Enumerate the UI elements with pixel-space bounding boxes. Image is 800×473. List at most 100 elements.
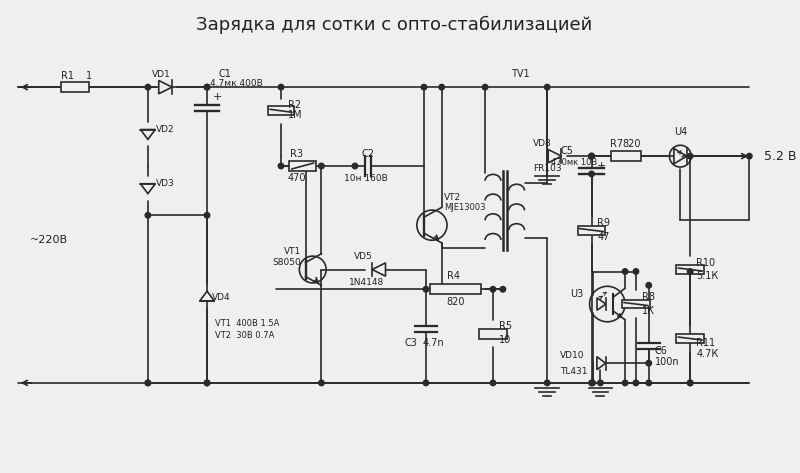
- Text: +: +: [213, 92, 222, 102]
- Polygon shape: [200, 291, 214, 301]
- Bar: [479, 329, 506, 339]
- Text: Зарядка для сотки с опто-стабилизацией: Зарядка для сотки с опто-стабилизацией: [196, 16, 593, 34]
- Text: 5.1К: 5.1К: [696, 272, 718, 281]
- Bar: [611, 151, 641, 161]
- Circle shape: [204, 84, 210, 90]
- Circle shape: [278, 84, 284, 90]
- Circle shape: [278, 163, 284, 169]
- Text: 1К: 1К: [642, 306, 655, 316]
- Text: R11: R11: [696, 339, 715, 349]
- Circle shape: [490, 287, 496, 292]
- Circle shape: [646, 380, 651, 385]
- Text: U3: U3: [570, 289, 584, 299]
- Circle shape: [633, 380, 638, 385]
- Circle shape: [646, 282, 651, 288]
- Circle shape: [423, 287, 429, 292]
- Polygon shape: [141, 130, 155, 140]
- Bar: [676, 334, 704, 343]
- Circle shape: [687, 153, 693, 159]
- Text: 470: 470: [287, 173, 306, 183]
- Circle shape: [687, 380, 693, 385]
- Circle shape: [204, 380, 210, 385]
- Text: R9: R9: [598, 218, 610, 228]
- Text: C2: C2: [362, 149, 374, 159]
- Text: 470мк 10В: 470мк 10В: [550, 158, 597, 166]
- Polygon shape: [141, 184, 155, 193]
- Circle shape: [204, 84, 210, 90]
- Text: 1: 1: [86, 71, 92, 81]
- Text: +: +: [597, 161, 606, 171]
- Polygon shape: [372, 263, 386, 276]
- Circle shape: [633, 269, 638, 274]
- Text: VT2  30В 0.7А: VT2 30В 0.7А: [215, 331, 274, 340]
- Circle shape: [589, 153, 594, 159]
- Text: 10н 160В: 10н 160В: [344, 175, 388, 184]
- Text: C5: C5: [561, 146, 574, 156]
- Text: S8050: S8050: [272, 258, 301, 267]
- Text: FR103: FR103: [533, 165, 562, 174]
- Text: 10: 10: [499, 334, 511, 344]
- Text: C1: C1: [218, 70, 231, 79]
- Text: VD5: VD5: [354, 252, 372, 261]
- Bar: [430, 284, 481, 294]
- Circle shape: [482, 84, 488, 90]
- Text: R1: R1: [61, 71, 74, 81]
- Circle shape: [439, 84, 445, 90]
- Circle shape: [646, 360, 651, 366]
- Text: 4.7n: 4.7n: [423, 339, 445, 349]
- Text: VD4: VD4: [212, 293, 230, 302]
- Bar: [578, 226, 606, 235]
- Text: VT1  400В 1.5А: VT1 400В 1.5А: [215, 319, 279, 328]
- Text: R2: R2: [288, 100, 301, 110]
- Text: 100n: 100n: [654, 357, 679, 367]
- Circle shape: [746, 153, 752, 159]
- Bar: [676, 265, 704, 274]
- Circle shape: [545, 84, 550, 90]
- Circle shape: [598, 380, 603, 385]
- Circle shape: [589, 171, 594, 176]
- Text: 5.2 В: 5.2 В: [764, 149, 797, 163]
- Text: C3: C3: [405, 339, 418, 349]
- Bar: [268, 106, 294, 115]
- Polygon shape: [674, 149, 686, 164]
- Circle shape: [352, 163, 358, 169]
- Text: R3: R3: [290, 149, 303, 159]
- Text: R5: R5: [499, 321, 512, 331]
- Text: 820: 820: [622, 140, 642, 149]
- Circle shape: [145, 84, 150, 90]
- Circle shape: [622, 380, 628, 385]
- Circle shape: [589, 153, 594, 159]
- Text: C6: C6: [654, 346, 667, 356]
- Polygon shape: [548, 149, 562, 163]
- Circle shape: [590, 380, 595, 385]
- Circle shape: [204, 212, 210, 218]
- Text: VD3: VD3: [156, 179, 174, 188]
- Circle shape: [145, 212, 150, 218]
- Circle shape: [622, 269, 628, 274]
- Text: VT1: VT1: [283, 247, 301, 256]
- Circle shape: [545, 380, 550, 385]
- Text: 4.7К: 4.7К: [696, 350, 718, 359]
- Circle shape: [490, 380, 496, 385]
- Text: R8: R8: [642, 292, 655, 302]
- Text: VD1: VD1: [152, 70, 171, 79]
- Text: ~220В: ~220В: [30, 235, 68, 245]
- Text: 4.7мк 400В: 4.7мк 400В: [210, 79, 263, 88]
- Circle shape: [318, 380, 324, 385]
- Bar: [289, 161, 317, 171]
- Circle shape: [589, 380, 594, 385]
- Circle shape: [145, 380, 150, 385]
- Text: 47: 47: [598, 232, 610, 242]
- Bar: [622, 299, 650, 308]
- Circle shape: [589, 153, 594, 159]
- Text: R4: R4: [447, 272, 460, 281]
- Circle shape: [318, 163, 324, 169]
- Text: R10: R10: [696, 258, 715, 268]
- Text: VD2: VD2: [156, 125, 174, 134]
- Text: 1N4148: 1N4148: [349, 278, 384, 287]
- Text: TL431: TL431: [560, 367, 587, 376]
- Text: 820: 820: [446, 297, 465, 307]
- Circle shape: [145, 380, 150, 385]
- Text: MJE13003: MJE13003: [444, 203, 485, 212]
- Circle shape: [687, 380, 693, 385]
